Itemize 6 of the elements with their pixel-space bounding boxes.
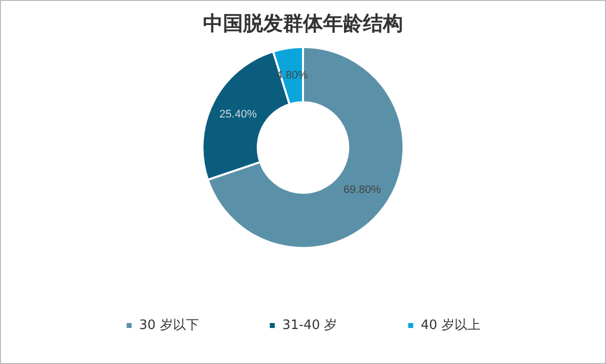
data-label: 69.80% (344, 184, 382, 196)
chart-title: 中国脱发群体年龄结构 (202, 10, 404, 37)
legend-label: 31-40 岁 (282, 318, 338, 333)
legend-label: 40 岁以上 (420, 318, 480, 333)
data-label: 25.40% (219, 108, 257, 120)
legend-label: 30 岁以下 (139, 318, 199, 333)
